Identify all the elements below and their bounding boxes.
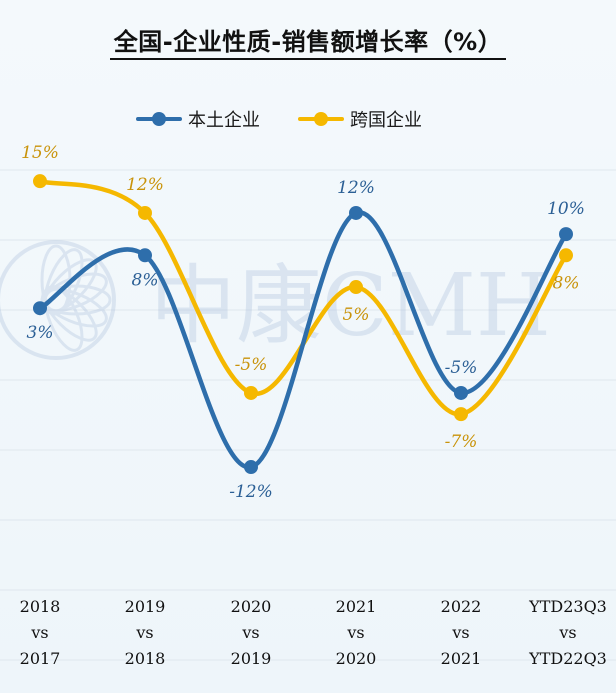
chart-title-text: 全国-企业性质-销售额增长率（%） [109, 28, 507, 60]
series-2-data-label-2: 12% [126, 175, 164, 195]
watermark-ring [0, 240, 116, 360]
legend-marker-1 [152, 112, 166, 126]
series-1-point-3 [244, 460, 258, 475]
watermark-petal [41, 287, 108, 328]
x-tick-label-3-line-2: vs [241, 623, 259, 642]
x-tick-label-1-line-1: 2018 [20, 597, 61, 616]
series-1-point-5 [454, 385, 468, 400]
x-tick-label-1-line-2: vs [30, 623, 48, 642]
x-tick-label-2-line-3: 2018 [125, 649, 166, 668]
series-2-point-6 [559, 248, 573, 263]
series-2-point-4 [349, 280, 363, 295]
x-tick-label-5-line-2: vs [451, 623, 469, 642]
x-tick-label-2-line-2: vs [135, 623, 153, 642]
x-tick-label-6-line-1: YTD23Q3 [528, 597, 607, 616]
x-tick-label-4-line-3: 2020 [336, 649, 377, 668]
series-2-point-5 [454, 407, 468, 422]
x-tick-label-4-line-1: 2021 [336, 597, 377, 616]
x-tick-label-2-line-1: 2019 [125, 597, 166, 616]
series-2-point-1 [33, 174, 47, 189]
watermark-text: 中康CMH [150, 256, 551, 356]
x-tick-label-6-line-2: vs [558, 623, 576, 642]
x-tick-label-3-line-1: 2020 [231, 597, 272, 616]
legend-marker-2 [314, 112, 328, 126]
watermark-petal [40, 284, 112, 316]
series-1-data-label-1: 3% [27, 323, 54, 343]
series-1-point-4 [349, 205, 363, 220]
series-1-point-2 [138, 248, 152, 263]
watermark-petal [43, 248, 84, 315]
x-tick-label-5-line-1: 2022 [441, 597, 482, 616]
legend-label-1: 本土企业 [188, 110, 260, 131]
series-2-data-label-1: 15% [21, 143, 59, 163]
series-1-point-1 [33, 301, 47, 316]
legend-label-2: 跨国企业 [350, 110, 422, 131]
series-1-data-label-6: 10% [547, 199, 585, 219]
series-2-data-label-3: -5% [235, 355, 268, 375]
series-1-data-label-4: 12% [337, 178, 375, 198]
watermark-logo [0, 240, 116, 360]
x-tick-label-1-line-3: 2017 [20, 649, 61, 668]
watermark-petal [43, 285, 84, 352]
x-tick-label-4-line-2: vs [346, 623, 364, 642]
x-tick-label-3-line-3: 2019 [231, 649, 272, 668]
chart-title: 全国-企业性质-销售额增长率（%） [0, 22, 616, 60]
series-2-data-label-5: -7% [445, 432, 478, 452]
x-tick-label-6-line-3: YTD22Q3 [528, 649, 607, 668]
series-2-point-2 [138, 205, 152, 220]
series-1-data-label-3: -12% [229, 482, 273, 502]
series-1-point-6 [559, 227, 573, 242]
x-tick-label-5-line-3: 2021 [441, 649, 482, 668]
series-2-data-label-6: 8% [553, 273, 580, 293]
watermark-petal [42, 286, 98, 342]
series-2-point-3 [244, 385, 258, 400]
series-1-data-label-5: -5% [445, 358, 478, 378]
series-1-data-label-2: 8% [132, 270, 159, 290]
series-2-data-label-4: 5% [343, 305, 370, 325]
